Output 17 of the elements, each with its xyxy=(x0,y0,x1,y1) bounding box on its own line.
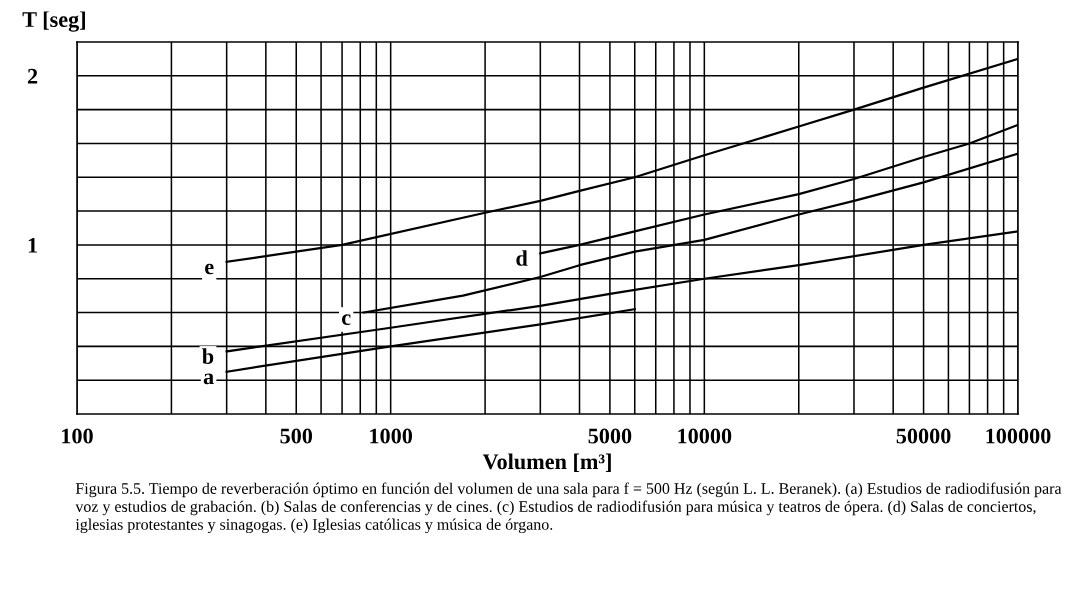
x-tick-label: 100000 xyxy=(986,428,1051,444)
series-label: b xyxy=(202,348,214,364)
text: Figura 5.5. Tiempo de reverberación óptimo en función del volumen de una sala para f = 500 Hz (según L. L. Beranek). (a) Estudios de radiodifusión para voz y estudios de grabación. (b) Salas de conferencias y de cines. (c) Estudios de radiodifusión para música y teatros de ópera. (d) Salas de conciertos, iglesias protestantes y sinagogas. (e) Iglesias católicas y música de órgano. xyxy=(75,482,1062,534)
x-axis-title: Volumen [m³] xyxy=(482,453,611,472)
series-label: e xyxy=(205,263,214,275)
x-tick-label: 1000 xyxy=(370,428,413,444)
x-tick-label: 500 xyxy=(280,428,313,444)
series-label: d xyxy=(516,250,528,266)
x-tick-label: 100 xyxy=(62,428,93,444)
y-axis-title: T [seg] xyxy=(22,11,85,32)
series-label: c xyxy=(342,314,351,326)
y-tick-label: 1 xyxy=(28,237,37,253)
series-label: a xyxy=(203,373,214,385)
y-tick-label: 2 xyxy=(27,68,38,84)
x-tick-label: 50000 xyxy=(896,428,951,444)
x-tick-label: 5000 xyxy=(588,428,632,444)
x-tick-label: 10000 xyxy=(678,428,732,444)
